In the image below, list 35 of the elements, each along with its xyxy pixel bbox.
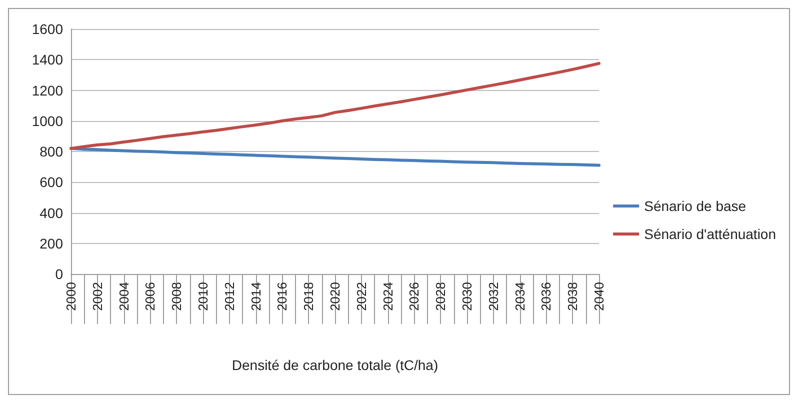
x-tick-label: 2014 — [248, 282, 264, 311]
x-tick-label: 2034 — [512, 282, 528, 311]
x-tick-label: 2038 — [565, 282, 580, 311]
y-tick-label: 800 — [40, 144, 64, 160]
x-tick-label: 2018 — [301, 282, 316, 311]
x-tick-label: 2000 — [64, 282, 78, 311]
y-tick-label: 600 — [40, 174, 64, 190]
legend-label: Sénario d'atténuation — [644, 226, 776, 242]
x-tick-label: 2024 — [380, 282, 396, 311]
y-tick-label: 0 — [55, 266, 64, 282]
line-series — [70, 62, 600, 150]
y-tick-label: 1600 — [32, 21, 64, 37]
y-tick-label: 1200 — [32, 82, 64, 98]
x-axis-title: Densité de carbone totale (tC/ha) — [232, 357, 438, 373]
x-tick-label: 2012 — [222, 282, 237, 311]
x-tick-label: 2004 — [116, 282, 132, 311]
x-tick-label: 2020 — [328, 282, 342, 311]
x-tick-label: 2006 — [142, 282, 158, 311]
y-tick-label: 400 — [40, 204, 64, 221]
y-tick-label: 1000 — [32, 112, 64, 129]
x-tick-label: 2016 — [274, 282, 290, 311]
y-tick-label: 200 — [40, 235, 64, 252]
x-tick-label: 2008 — [169, 282, 184, 311]
x-tick-label: 2032 — [486, 282, 501, 311]
legend-label: Sénario de base — [644, 198, 746, 214]
line-series — [70, 146, 600, 167]
x-tick-label: 2022 — [354, 282, 369, 311]
x-tick-label: 2010 — [196, 282, 210, 311]
x-tick-label: 2002 — [90, 282, 105, 311]
x-tick-label: 2030 — [460, 282, 474, 311]
y-tick-label: 1400 — [32, 52, 64, 68]
x-tick-label: 2036 — [538, 282, 554, 311]
x-tick-label: 2028 — [433, 282, 448, 311]
x-tick-label: 2026 — [406, 282, 422, 311]
x-tick-label: 2040 — [592, 282, 606, 311]
